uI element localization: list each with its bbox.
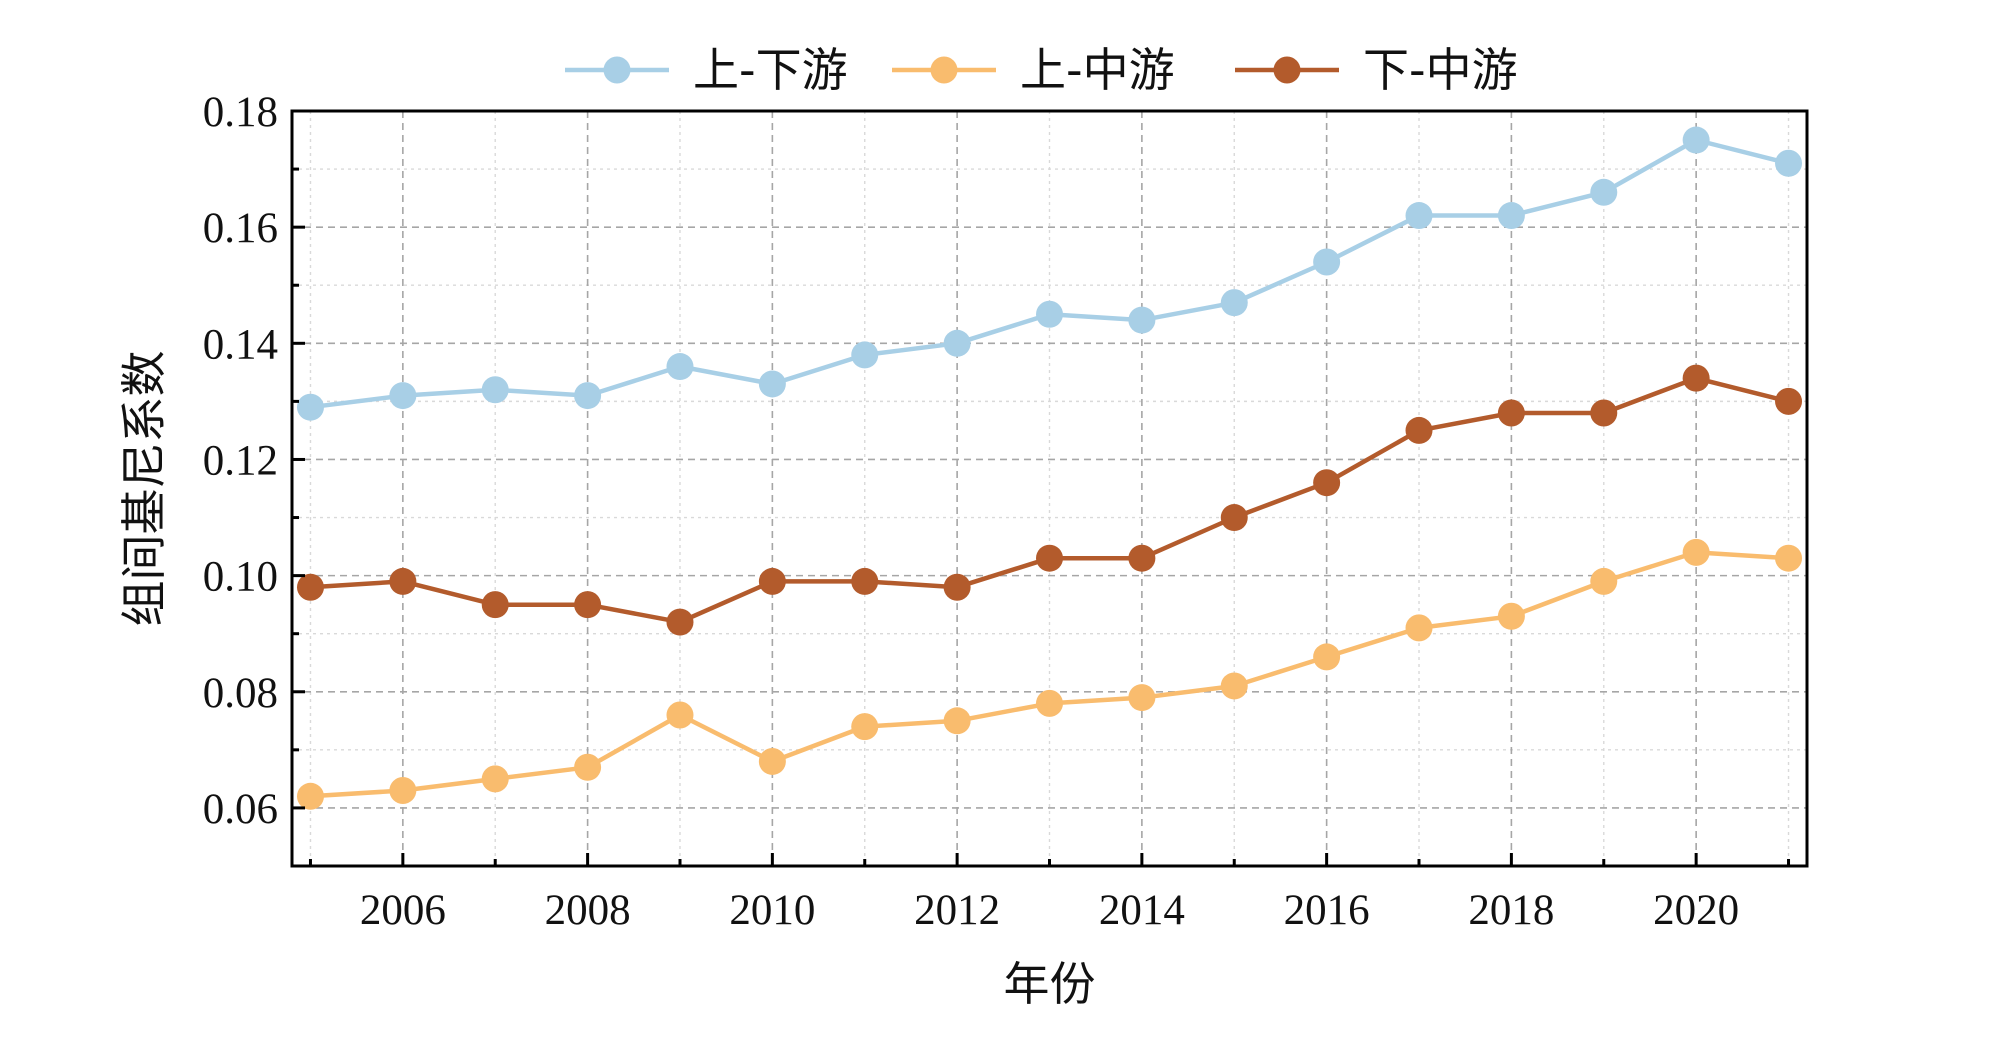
series-2 xyxy=(296,538,1803,810)
x-tick-label: 2012 xyxy=(914,887,1000,934)
data-point xyxy=(1405,202,1433,230)
data-point xyxy=(1128,306,1156,334)
data-point xyxy=(758,747,786,775)
data-point xyxy=(1497,399,1525,427)
legend-item: 上-下游 xyxy=(565,43,848,97)
y-tick-label: 0.18 xyxy=(203,89,278,136)
data-point xyxy=(1128,684,1156,712)
data-point xyxy=(1405,614,1433,642)
data-point xyxy=(1590,399,1618,427)
x-tick-label: 2020 xyxy=(1653,887,1739,934)
data-point xyxy=(1128,544,1156,572)
data-point xyxy=(1497,602,1525,630)
legend-marker xyxy=(1273,56,1301,84)
x-tick-label: 2010 xyxy=(729,887,815,934)
data-point xyxy=(1313,469,1341,497)
data-point xyxy=(758,567,786,595)
data-point xyxy=(1220,672,1248,700)
data-point xyxy=(666,701,694,729)
data-point xyxy=(1775,544,1803,572)
data-point xyxy=(1775,149,1803,177)
data-point xyxy=(851,713,879,741)
y-tick-label: 0.08 xyxy=(203,670,278,717)
data-point xyxy=(1036,544,1063,572)
x-axis-title: 年份 xyxy=(1004,957,1096,1011)
data-point xyxy=(1036,300,1063,328)
legend-marker xyxy=(930,56,958,84)
data-point xyxy=(296,393,324,421)
data-point xyxy=(481,591,509,619)
data-point xyxy=(389,777,417,804)
legend-label: 上-中游 xyxy=(1020,43,1175,97)
x-tick-label: 2016 xyxy=(1284,887,1370,934)
data-point xyxy=(1405,416,1433,444)
data-point xyxy=(1682,538,1710,566)
data-point xyxy=(574,591,602,619)
legend-item: 下-中游 xyxy=(1235,43,1518,97)
x-tick-label: 2014 xyxy=(1099,887,1185,934)
legend: 上-下游 上-中游 下-中游 xyxy=(565,43,1518,97)
grid xyxy=(292,110,1807,866)
data-point xyxy=(574,382,602,410)
legend-label: 上-下游 xyxy=(693,43,848,97)
y-tick-label: 0.14 xyxy=(203,321,278,368)
series-3 xyxy=(296,364,1803,636)
data-point xyxy=(574,753,602,781)
data-point xyxy=(389,382,417,410)
data-point xyxy=(851,341,879,369)
series-1 xyxy=(296,126,1803,421)
y-axis-title: 组间基尼系数 xyxy=(117,351,171,627)
data-point xyxy=(758,370,786,398)
y-tick-label: 0.06 xyxy=(203,786,278,833)
data-point xyxy=(296,573,324,601)
data-point xyxy=(1590,567,1618,595)
data-point xyxy=(1313,643,1341,671)
data-point xyxy=(296,782,324,810)
data-point xyxy=(666,353,694,381)
y-tick-label: 0.12 xyxy=(203,437,278,484)
data-point xyxy=(1220,504,1248,532)
data-point xyxy=(1497,202,1525,230)
axes: 2006 2008 2010 2012 2014 2016 2018 2020 0.06 0.08… xyxy=(203,89,1791,934)
data-point xyxy=(1220,289,1248,317)
y-tick-label: 0.10 xyxy=(203,554,278,601)
data-point xyxy=(481,376,509,404)
data-point xyxy=(389,567,417,595)
series-layer xyxy=(296,126,1803,810)
data-point xyxy=(1313,248,1341,276)
data-point xyxy=(943,707,971,735)
data-point xyxy=(851,567,879,595)
data-point xyxy=(1682,364,1710,392)
data-point xyxy=(1775,387,1803,415)
x-tick-label: 2006 xyxy=(360,887,446,934)
data-point xyxy=(481,765,509,793)
data-point xyxy=(1682,126,1710,154)
data-point xyxy=(1590,178,1618,206)
legend-label: 下-中游 xyxy=(1363,43,1518,97)
data-point xyxy=(666,608,694,636)
y-tick-label: 0.16 xyxy=(203,205,278,252)
data-point xyxy=(943,573,971,601)
x-tick-label: 2008 xyxy=(545,887,631,934)
legend-item: 上-中游 xyxy=(892,43,1175,97)
data-point xyxy=(1036,689,1063,717)
legend-marker xyxy=(603,56,631,84)
data-point xyxy=(943,329,971,357)
x-tick-label: 2018 xyxy=(1468,887,1554,934)
